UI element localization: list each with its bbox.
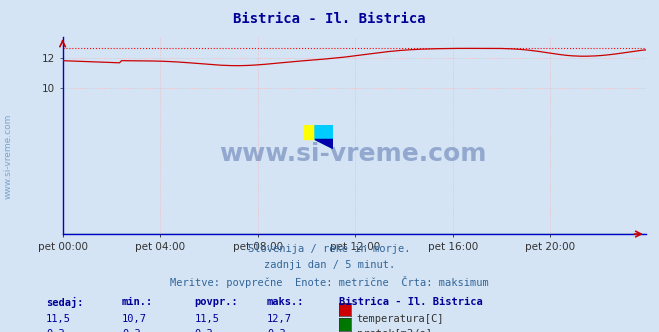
Polygon shape: [315, 139, 333, 148]
Text: Bistrica - Il. Bistrica: Bistrica - Il. Bistrica: [233, 12, 426, 26]
Text: 11,5: 11,5: [194, 314, 219, 324]
Polygon shape: [315, 124, 333, 148]
Text: www.si-vreme.com: www.si-vreme.com: [219, 141, 487, 166]
Text: 0,3: 0,3: [267, 329, 285, 332]
Text: min.:: min.:: [122, 297, 153, 307]
Text: Bistrica - Il. Bistrica: Bistrica - Il. Bistrica: [339, 297, 483, 307]
Text: sedaj:: sedaj:: [46, 297, 84, 308]
Text: Slovenija / reke in morje.: Slovenija / reke in morje.: [248, 244, 411, 254]
Text: 10,7: 10,7: [122, 314, 147, 324]
Text: 11,5: 11,5: [46, 314, 71, 324]
Text: temperatura[C]: temperatura[C]: [357, 314, 444, 324]
Text: pretok[m3/s]: pretok[m3/s]: [357, 329, 432, 332]
Text: zadnji dan / 5 minut.: zadnji dan / 5 minut.: [264, 260, 395, 270]
Text: 0,3: 0,3: [194, 329, 213, 332]
Text: 0,3: 0,3: [46, 329, 65, 332]
Text: www.si-vreme.com: www.si-vreme.com: [3, 113, 13, 199]
Text: maks.:: maks.:: [267, 297, 304, 307]
Text: povpr.:: povpr.:: [194, 297, 238, 307]
Polygon shape: [303, 124, 318, 139]
Text: 0,3: 0,3: [122, 329, 140, 332]
Text: Meritve: povprečne  Enote: metrične  Črta: maksimum: Meritve: povprečne Enote: metrične Črta:…: [170, 276, 489, 288]
Text: 12,7: 12,7: [267, 314, 292, 324]
